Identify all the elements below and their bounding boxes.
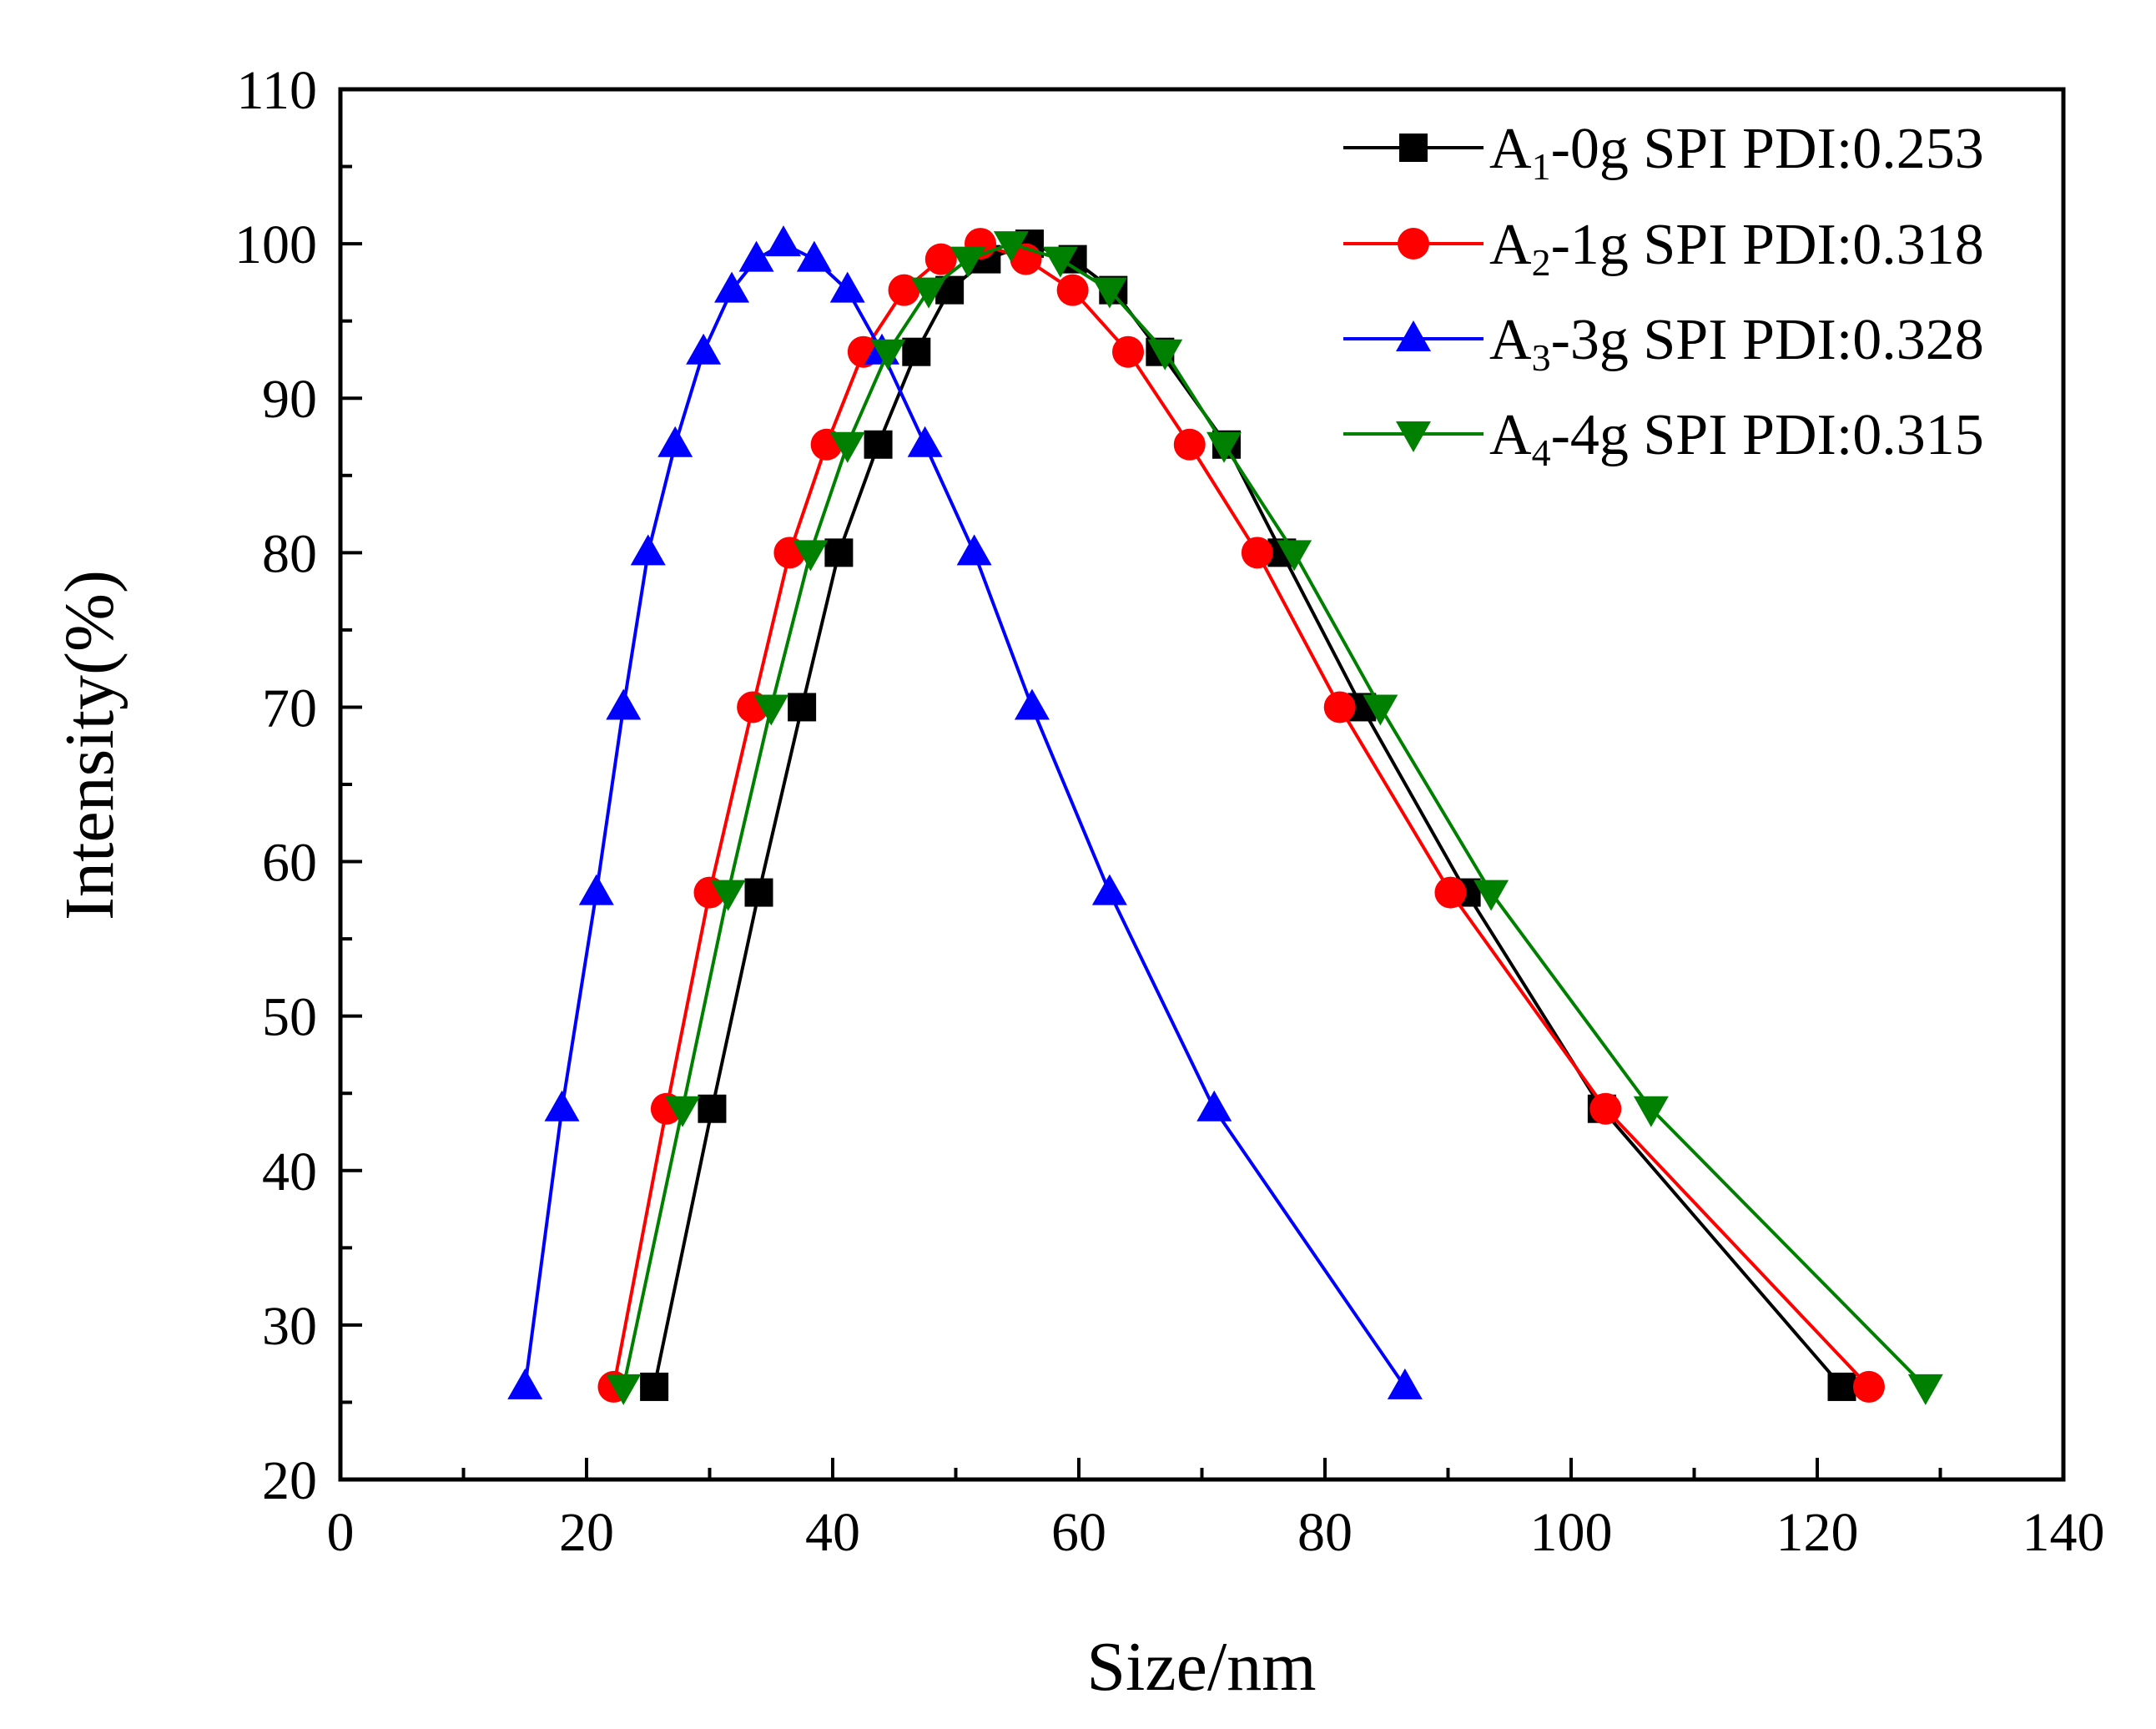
data-point bbox=[796, 240, 832, 272]
data-point bbox=[993, 231, 1029, 263]
legend-label: A3-3g SPI PDI:0.328 bbox=[1489, 308, 1984, 379]
legend-item-1: A1-0g SPI PDI:0.253 bbox=[1343, 117, 1984, 188]
y-tick-label: 30 bbox=[262, 1296, 317, 1357]
data-point bbox=[606, 688, 642, 720]
y-axis-title: Intensity(%) bbox=[51, 570, 128, 920]
data-point bbox=[710, 880, 746, 911]
x-tick-label: 80 bbox=[1297, 1502, 1353, 1563]
data-point bbox=[924, 243, 957, 275]
data-point bbox=[753, 694, 789, 726]
legend-item-4: A4-4g SPI PDI:0.315 bbox=[1343, 403, 1984, 474]
data-point bbox=[1091, 277, 1127, 309]
data-point bbox=[640, 1372, 669, 1401]
data-point bbox=[1434, 876, 1467, 909]
x-tick-label: 100 bbox=[1530, 1502, 1613, 1563]
legend-label: A1-0g SPI PDI:0.253 bbox=[1489, 117, 1984, 188]
data-point bbox=[788, 693, 817, 722]
data-point bbox=[630, 534, 666, 566]
y-tick-label: 90 bbox=[262, 369, 317, 430]
y-tick-label: 100 bbox=[234, 214, 317, 275]
y-tick-label: 20 bbox=[262, 1450, 317, 1511]
data-point bbox=[907, 426, 943, 457]
x-axis-title: Size/nm bbox=[1086, 1628, 1316, 1706]
data-point bbox=[1852, 1370, 1885, 1403]
legend-item-2: A2-1g SPI PDI:0.318 bbox=[1343, 213, 1984, 284]
data-point bbox=[657, 426, 693, 457]
x-tick-label: 140 bbox=[2023, 1502, 2105, 1563]
data-point bbox=[1056, 274, 1089, 306]
legend-marker bbox=[1398, 228, 1429, 260]
data-point bbox=[1633, 1096, 1669, 1127]
data-point bbox=[870, 339, 906, 370]
data-point bbox=[714, 271, 750, 303]
data-point bbox=[1363, 694, 1398, 726]
data-point bbox=[578, 874, 614, 905]
data-point bbox=[766, 225, 801, 257]
x-tick-label: 120 bbox=[1776, 1502, 1859, 1563]
data-point bbox=[1091, 874, 1127, 905]
series-4 bbox=[606, 231, 1943, 1405]
data-point bbox=[829, 271, 865, 303]
series-3 bbox=[507, 225, 1423, 1399]
data-point bbox=[824, 538, 854, 567]
y-tick-label: 50 bbox=[262, 987, 317, 1048]
data-point bbox=[829, 431, 865, 463]
data-point bbox=[1323, 691, 1356, 723]
data-point bbox=[1827, 1372, 1856, 1401]
data-point bbox=[1042, 246, 1078, 278]
data-point bbox=[544, 1090, 580, 1122]
data-point bbox=[950, 246, 986, 278]
legend: A1-0g SPI PDI:0.253 A2-1g SPI PDI:0.318 A3… bbox=[1343, 117, 1984, 474]
data-point bbox=[1473, 880, 1509, 911]
x-tick-label: 0 bbox=[327, 1502, 355, 1563]
legend-marker bbox=[1396, 320, 1431, 351]
legend-label: A4-4g SPI PDI:0.315 bbox=[1489, 403, 1984, 474]
plot-frame bbox=[338, 87, 2066, 1482]
x-tick-label: 40 bbox=[805, 1502, 860, 1563]
data-point bbox=[738, 240, 774, 272]
data-point bbox=[1147, 339, 1183, 370]
data-point bbox=[793, 540, 829, 572]
data-point bbox=[1014, 688, 1050, 720]
data-point bbox=[686, 333, 722, 365]
y-tick-label: 40 bbox=[262, 1142, 317, 1202]
data-point bbox=[956, 534, 992, 566]
series-line bbox=[523, 241, 1407, 1389]
y-tick-label: 80 bbox=[262, 523, 317, 584]
data-point bbox=[1241, 537, 1273, 569]
data-point bbox=[902, 337, 931, 366]
data-point bbox=[1112, 335, 1144, 368]
data-point bbox=[1277, 540, 1312, 572]
data-point bbox=[1589, 1092, 1622, 1125]
data-point bbox=[864, 430, 893, 459]
data-point bbox=[606, 1374, 642, 1405]
series-layer bbox=[507, 225, 1943, 1405]
x-tick-label: 60 bbox=[1051, 1502, 1106, 1563]
y-tick-label: 110 bbox=[236, 60, 317, 121]
data-point bbox=[1387, 1368, 1423, 1399]
data-point bbox=[1206, 431, 1242, 463]
data-point bbox=[698, 1094, 727, 1123]
y-tick-label: 60 bbox=[262, 833, 317, 894]
data-point bbox=[1196, 1090, 1232, 1122]
data-point bbox=[744, 878, 773, 907]
legend-marker bbox=[1396, 421, 1431, 452]
legend-marker bbox=[1399, 134, 1428, 162]
legend-item-3: A3-3g SPI PDI:0.328 bbox=[1343, 308, 1984, 379]
data-point bbox=[1173, 428, 1206, 461]
data-point bbox=[1907, 1374, 1943, 1405]
legend-label: A2-1g SPI PDI:0.318 bbox=[1489, 213, 1984, 284]
data-point bbox=[665, 1096, 701, 1127]
data-point bbox=[888, 274, 920, 306]
data-point bbox=[911, 277, 947, 309]
y-tick-label: 70 bbox=[262, 678, 317, 738]
data-point bbox=[507, 1368, 543, 1399]
x-tick-label: 20 bbox=[559, 1502, 614, 1563]
